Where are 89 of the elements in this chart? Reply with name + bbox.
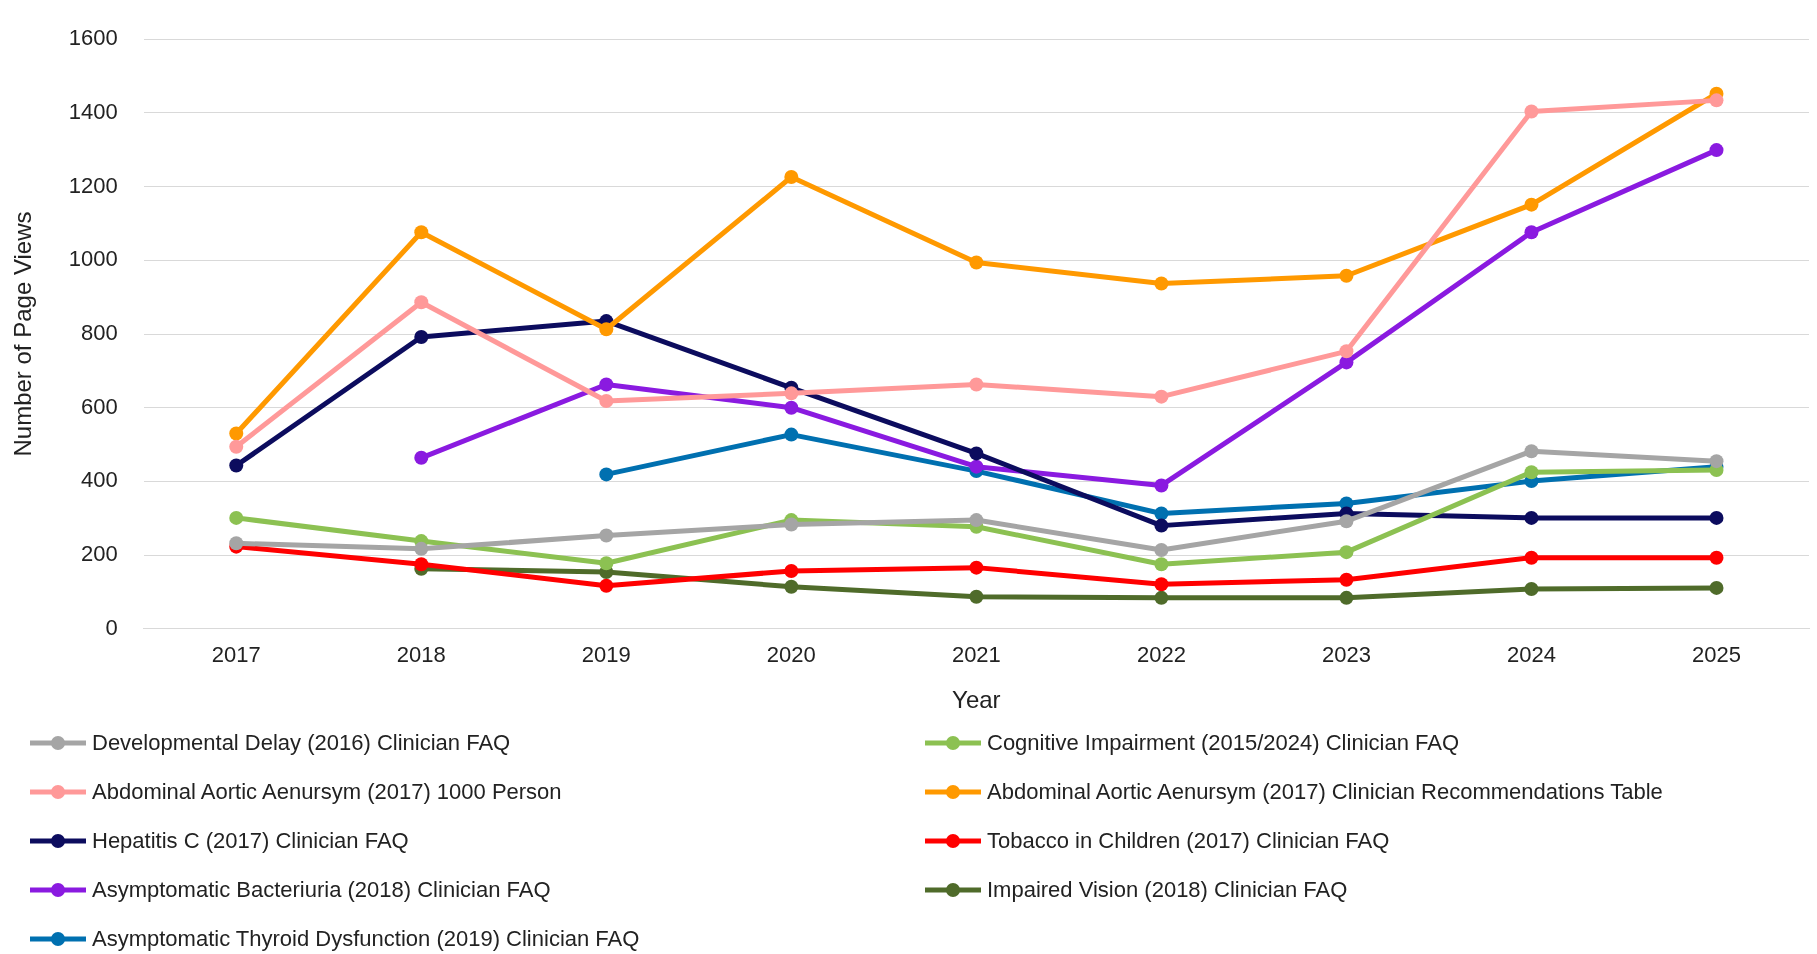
y-tick-label: 600 (81, 393, 118, 419)
x-tick-label: 2024 (1506, 642, 1556, 668)
point (1524, 510, 1539, 525)
y-tick-label: 1400 (68, 98, 118, 124)
point (1709, 580, 1724, 595)
point (599, 322, 614, 337)
point (1154, 577, 1169, 592)
point (1524, 104, 1539, 119)
point (414, 295, 429, 310)
x-tick-label: 2023 (1321, 642, 1371, 668)
point (1339, 545, 1354, 560)
legend-label: Cognitive Impairment (2015/2024) Clinician FAQ (987, 730, 1460, 756)
point (1339, 572, 1354, 587)
legend-label: Asymptomatic Bacteriuria (2018) Clinician FAQ (92, 877, 551, 903)
point (1524, 444, 1539, 459)
point (229, 458, 244, 473)
x-tick-label: 2022 (1136, 642, 1186, 668)
legend-label: Impaired Vision (2018) Clinician FAQ (987, 877, 1348, 903)
point (969, 589, 984, 604)
x-tick-label: 2020 (766, 642, 816, 668)
x-tick-label: 2019 (581, 642, 631, 668)
y-tick-label: 1200 (68, 172, 118, 198)
point (784, 170, 799, 185)
x-tick-label: 2018 (396, 642, 446, 668)
legend-label: Asymptomatic Thyroid Dysfunction (2019) Clinician FAQ (92, 926, 640, 952)
point (599, 377, 614, 392)
point (1709, 143, 1724, 158)
point (229, 426, 244, 441)
y-axis-title: Number of Page Views (9, 211, 37, 457)
point (229, 439, 244, 454)
point (599, 467, 614, 482)
point (599, 578, 614, 593)
point (969, 513, 984, 528)
point (1524, 225, 1539, 240)
x-tick-label: 2017 (211, 642, 261, 668)
legend-label: Abdominal Aortic Aenursym (2017) Clinician Recommendations Table (987, 779, 1663, 805)
point (414, 557, 429, 572)
y-tick-label: 400 (81, 467, 118, 493)
point (784, 579, 799, 594)
point (1154, 518, 1169, 533)
point (1154, 557, 1169, 572)
point (1709, 454, 1724, 469)
point (1154, 542, 1169, 557)
point (1154, 478, 1169, 493)
point (1524, 550, 1539, 565)
point (1709, 93, 1724, 108)
point (784, 386, 799, 401)
y-tick-label: 0 (105, 614, 118, 640)
point (969, 446, 984, 461)
point (1709, 550, 1724, 565)
x-tick-label: 2025 (1692, 642, 1741, 668)
point (414, 225, 429, 240)
point (599, 528, 614, 543)
x-tick-label: 2021 (951, 642, 1001, 668)
y-tick-label: 1600 (68, 25, 118, 51)
point (784, 517, 799, 532)
point (784, 563, 799, 578)
point (1339, 344, 1354, 359)
point (969, 255, 984, 270)
point (1154, 389, 1169, 404)
point (969, 377, 984, 392)
point (784, 400, 799, 415)
legend-label: Tobacco in Children (2017) Clinician FAQ (987, 828, 1390, 854)
legend-label: Developmental Delay (2016) Clinician FAQ (92, 730, 511, 756)
legend-label: Hepatitis C (2017) Clinician FAQ (92, 828, 409, 854)
point (1339, 590, 1354, 605)
point (784, 427, 799, 442)
point (1154, 506, 1169, 521)
y-tick-label: 1000 (68, 246, 118, 272)
y-tick-label: 800 (81, 320, 118, 346)
point (414, 450, 429, 465)
x-axis-title: Year (952, 686, 1001, 714)
point (1154, 276, 1169, 291)
point (1339, 514, 1354, 529)
point (969, 560, 984, 575)
point (1524, 197, 1539, 212)
point (1154, 590, 1169, 605)
legend-label: Abdominal Aortic Aenursym (2017) 1000 Person (92, 779, 562, 805)
point (414, 329, 429, 344)
y-tick-label: 200 (81, 541, 118, 567)
point (599, 394, 614, 409)
point (969, 459, 984, 474)
point (1709, 510, 1724, 525)
point (1339, 268, 1354, 283)
point (229, 510, 244, 525)
point (599, 556, 614, 571)
point (414, 541, 429, 556)
point (1524, 465, 1539, 480)
point (1524, 582, 1539, 596)
